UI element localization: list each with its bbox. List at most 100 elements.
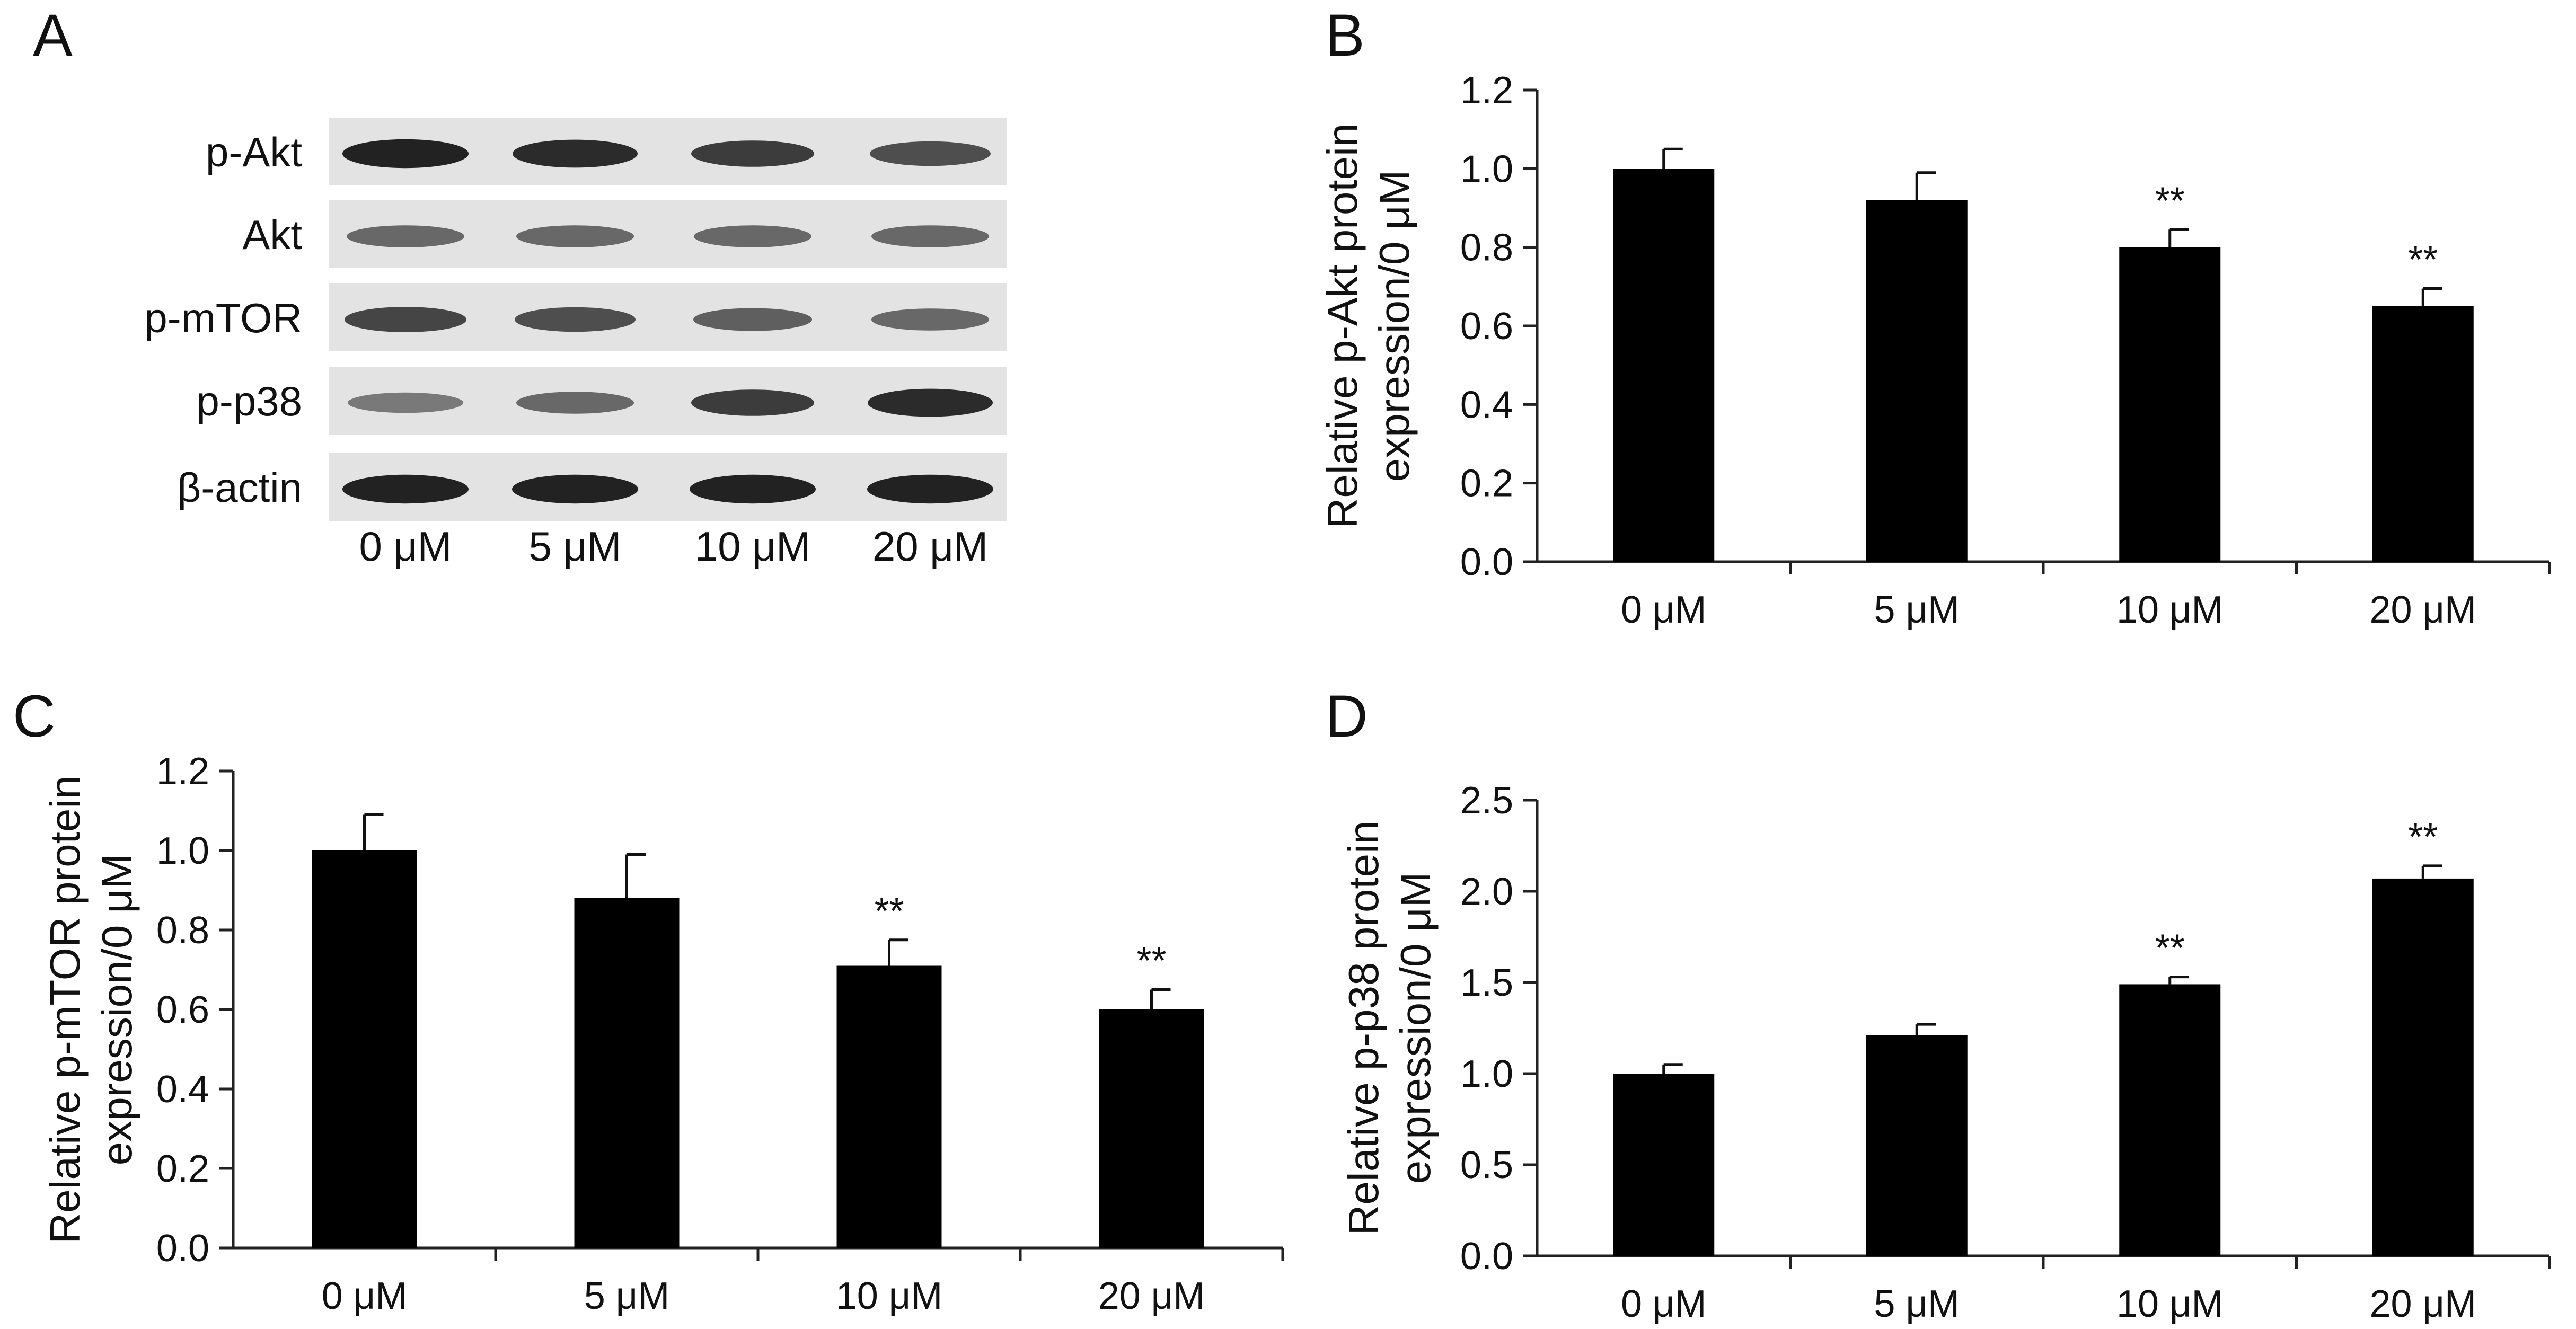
bar-20-m [2372,306,2474,562]
blot-lane-label: 5 μM [529,523,622,570]
blot-lane-label: 0 μM [359,523,452,570]
significance-marker: ** [874,890,904,933]
y-tick-label: 2.5 [1460,779,1513,822]
chart-d-p-p38: 0.0 0.5 1.0 1.5 2.0 2.5 0 μM 5 μM ** 10 μM ** 20 μM… [1340,779,2551,1325]
panel-label-c: C [13,683,56,749]
blot-lane-label: 20 μM [872,523,988,570]
blot-band [347,225,464,247]
y-axis-label: Relative p-p38 protein expression/0 μM [1340,821,1439,1236]
y-tick-label: 0.0 [156,1227,209,1270]
blot-row-label: β-actin [177,464,302,511]
bar-5-m [1866,1035,1968,1256]
y-axis-label: Relative p-Akt protein expression/0 μM [1319,123,1418,529]
blot-band [691,389,814,416]
blot-band [513,139,638,168]
y-tick-label: 2.0 [1460,871,1513,913]
x-tick-label: 20 μM [1098,1275,1205,1317]
blot-row-p-mtor: p-mTOR [144,283,1007,351]
y-tick-label: 1.0 [1460,1053,1513,1095]
blot-band [690,474,816,504]
y-tick-label: 0.2 [1460,463,1513,505]
y-tick-label: 0.8 [1460,227,1513,269]
blot-band [867,474,993,504]
y-axis-label-line: Relative p-Akt protein [1319,123,1366,529]
blot-row-p-akt: p-Akt [206,118,1007,185]
significance-marker: ** [1136,940,1166,982]
blot-band [515,307,636,332]
significance-marker: ** [2408,816,2438,858]
y-tick-label: 1.2 [156,750,209,793]
chart-c-p-mtor: 0.0 0.2 0.4 0.6 0.8 1.0 1.2 0 μM 5 μM ** 10 μM ** 20… [41,750,1284,1317]
bar-5-m [574,898,680,1248]
blot-band [693,308,812,331]
blot-band [342,474,469,504]
blot-band [870,141,991,166]
blot-row-label: Akt [242,211,302,258]
blot-row-label: p-p38 [197,378,303,424]
bar-20-m [2372,878,2474,1256]
y-axis-label: Relative p-mTOR protein expression/0 μM [41,775,140,1243]
y-tick-label: 1.0 [156,830,209,872]
bar-0-m [1613,169,1715,562]
x-tick-label: 5 μM [1874,1283,1960,1325]
bar-10-m [2119,984,2221,1256]
y-tick-label: 0.0 [1460,1235,1513,1278]
blot-band [694,225,811,247]
x-tick-label: 0 μM [1621,589,1707,631]
y-axis-label-line: Relative p-p38 protein [1340,821,1387,1236]
bar-0-m [1613,1074,1715,1256]
panel-label-a: A [33,2,73,68]
x-tick-label: 0 μM [322,1275,408,1317]
bar-0-m [312,850,417,1248]
y-tick-label: 1.2 [1460,69,1513,112]
western-blot: p-Akt Akt p-mTOR p-p38 β-actin 0 μM 5 μM 10 μM… [144,118,1007,570]
y-axis-label-line: expression/0 μM [1392,872,1439,1184]
y-tick-label: 0.2 [156,1148,209,1190]
x-tick-label: 5 μM [584,1275,670,1317]
x-tick-label: 5 μM [1874,589,1960,631]
y-axis-label-line: Relative p-mTOR protein [41,775,89,1243]
significance-marker: ** [2155,927,2185,970]
x-tick-label: 20 μM [2369,1283,2476,1325]
y-tick-label: 0.6 [1460,305,1513,348]
blot-row-actin: β-actin [177,453,1007,521]
significance-marker: ** [2155,180,2185,222]
y-tick-label: 0.4 [1460,384,1513,426]
blot-rows: p-Akt Akt p-mTOR p-p38 β-actin [144,118,1007,521]
panel-label-d: D [1325,683,1368,749]
bar-20-m [1099,1009,1204,1248]
blot-band [868,388,993,417]
blot-row-label: p-mTOR [144,295,302,341]
x-tick-label: 20 μM [2369,589,2476,631]
blot-band [348,392,463,413]
x-tick-label: 10 μM [2116,1283,2224,1325]
blot-row-akt: Akt [242,200,1007,268]
bar-10-m [2119,247,2221,562]
blot-band [516,392,634,414]
blot-band [871,225,989,247]
blot-band [871,308,989,331]
blot-band [345,307,466,332]
y-axis-label-line: expression/0 μM [93,854,140,1166]
y-tick-label: 0.8 [156,909,209,952]
bar-5-m [1866,200,1968,562]
chart-b-p-akt: 0.0 0.2 0.4 0.6 0.8 1.0 1.2 0 μM 5 μM ** 10 μM ** 20… [1319,69,2551,631]
blot-lane-label: 10 μM [695,523,810,570]
bar-10-m [836,965,942,1248]
x-tick-label: 0 μM [1621,1283,1707,1325]
panel-label-b: B [1325,2,1365,68]
blot-band [512,474,638,504]
blot-lane-labels: 0 μM 5 μM 10 μM 20 μM [359,523,989,570]
blot-band [516,225,634,247]
y-tick-label: 1.0 [1460,148,1513,190]
blot-row-label: p-Akt [206,129,302,175]
blot-row-p-p38: p-p38 [197,367,1007,435]
significance-marker: ** [2408,239,2438,281]
y-axis-label-line: expression/0 μM [1371,170,1418,482]
y-tick-label: 1.5 [1460,962,1513,1004]
y-tick-label: 0.0 [1460,541,1513,583]
blot-band [342,139,469,169]
x-tick-label: 10 μM [2116,589,2224,631]
y-tick-label: 0.6 [156,989,209,1031]
